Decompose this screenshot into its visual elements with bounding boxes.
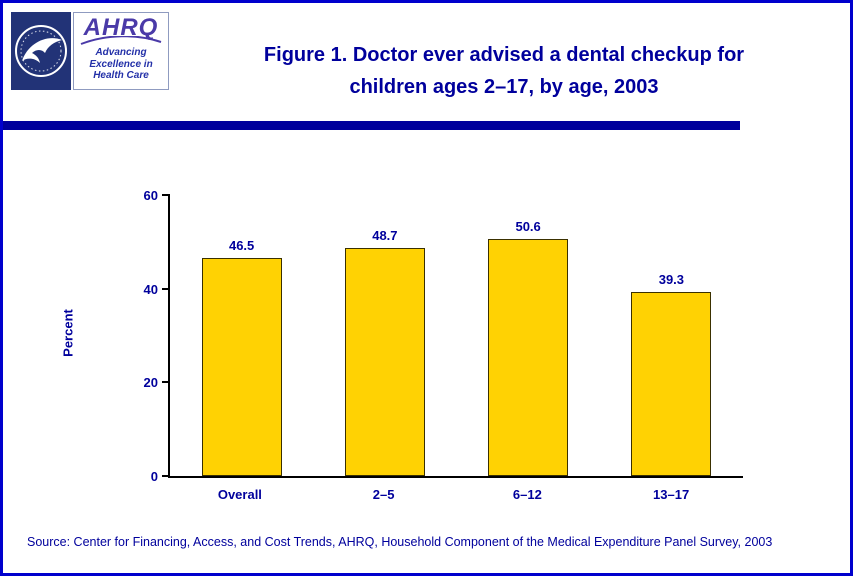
bar-column: 39.3 <box>600 195 743 476</box>
plot-area: 0 20 40 60 46.5 48.7 50.6 39.3 <box>144 188 743 484</box>
x-category-label: Overall <box>217 487 262 502</box>
bar-column: 48.7 <box>313 195 456 476</box>
x-axis-category-labels: Overall 2–5 6–12 13–17 <box>168 487 743 502</box>
bar-column: 50.6 <box>457 195 600 476</box>
y-tick-label: 20 <box>143 375 158 391</box>
ahrq-tagline-line3: Health Care <box>93 70 149 81</box>
ahrq-tagline: Advancing Excellence in Health Care <box>78 47 164 82</box>
y-tick-label: 0 <box>150 469 158 484</box>
bar-value-label: 50.6 <box>515 219 541 235</box>
bar <box>488 239 569 476</box>
logo-area: AHRQ Advancing Excellence in Health Care <box>11 12 169 90</box>
ahrq-tagline-line1: Advancing <box>95 47 147 58</box>
bar-value-label: 39.3 <box>658 271 685 287</box>
hhs-seal-icon <box>11 12 71 90</box>
bar-column: 46.5 <box>170 195 313 476</box>
y-tick-label: 60 <box>143 188 158 203</box>
y-axis-title: Percent <box>60 309 76 357</box>
x-category-label: 2–5 <box>372 487 395 502</box>
ahrq-swoosh-icon <box>80 36 162 45</box>
bar-chart: 0 20 40 60 46.5 48.7 50.6 39.3 <box>144 188 743 484</box>
bar-value-label: 46.5 <box>228 238 255 254</box>
y-tick-mark <box>162 475 170 477</box>
header-divider-bar <box>3 121 740 130</box>
y-tick-mark <box>162 194 170 196</box>
y-tick-mark <box>162 287 170 290</box>
figure-title-line1: Figure 1. Doctor ever advised a dental c… <box>263 44 745 66</box>
y-tick-mark <box>162 381 170 384</box>
y-tick-label: 40 <box>143 281 158 297</box>
figure-title-line2: children ages 2–17, by age, 2003 <box>349 76 659 98</box>
x-category-label: 6–12 <box>512 487 542 502</box>
ahrq-logo: AHRQ Advancing Excellence in Health Care <box>73 12 169 90</box>
bar <box>631 291 712 476</box>
bar <box>201 258 282 476</box>
bar <box>344 247 425 476</box>
x-category-label: 13–17 <box>653 487 690 502</box>
bar-value-label: 48.7 <box>372 227 398 243</box>
figure-title: Figure 1. Doctor ever advised a dental c… <box>183 39 825 103</box>
ahrq-tagline-line2: Excellence in <box>89 58 153 70</box>
source-text: Source: Center for Financing, Access, an… <box>27 535 773 549</box>
